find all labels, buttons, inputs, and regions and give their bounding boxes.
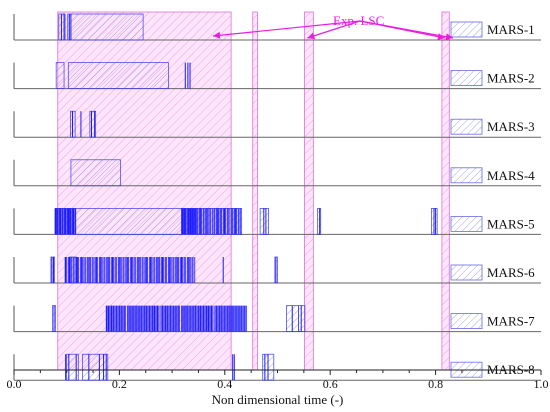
annotation-arrowhead	[307, 32, 316, 40]
event-block	[67, 62, 169, 89]
annotation-arrowhead	[445, 33, 453, 41]
legend-swatch	[450, 70, 483, 86]
legend-label: MARS-2	[487, 71, 535, 86]
annotation-arrow	[359, 20, 446, 39]
exp-lsc-label: Exp. LSC	[333, 13, 384, 28]
legend-swatch	[450, 313, 483, 330]
lsc-interval	[252, 11, 258, 371]
series-row: MARS-7	[13, 305, 541, 333]
legend-swatch	[450, 264, 483, 281]
legend-label: MARS-1	[487, 22, 535, 37]
series-row: MARS-6	[13, 256, 541, 284]
lsc-interval	[303, 11, 314, 371]
event-block	[67, 13, 144, 41]
x-tick-label: 0.8	[428, 377, 443, 391]
series-row: MARS-2	[13, 62, 541, 90]
legend-label: MARS-4	[487, 168, 535, 183]
x-tick-label: 0.6	[323, 377, 338, 391]
x-tick-label: 0.4	[217, 377, 232, 391]
lsc-interval	[441, 11, 450, 371]
annotation-arrow	[307, 20, 361, 39]
legend-label: MARS-7	[487, 314, 535, 329]
legend-label: MARS-5	[487, 216, 535, 231]
event-block	[58, 13, 66, 41]
annotation-arrow	[212, 20, 361, 37]
event-block	[50, 256, 55, 284]
x-axis: 0.0 0.2 0.4 0.6 0.8 1.0	[7, 369, 549, 391]
event-block	[66, 353, 79, 381]
legend-label: MARS-6	[487, 265, 535, 280]
x-axis-title: Non dimensional time (-)	[212, 392, 344, 407]
legend-label: MARS-3	[487, 119, 535, 134]
event-block	[54, 208, 186, 235]
series-row: MARS-4	[13, 159, 541, 187]
x-tick-label: 1.0	[534, 377, 549, 391]
series-row: MARS-3	[13, 110, 541, 138]
event-block	[70, 159, 121, 187]
annotation-arrowhead	[213, 31, 221, 39]
x-tick-label: 0.2	[112, 377, 127, 391]
event-block	[55, 62, 65, 89]
series-row: MARS-8	[13, 353, 541, 381]
legend-swatch	[450, 118, 483, 135]
legend-swatch	[450, 21, 483, 38]
series-rows: MARS-1 MARS-2 MARS-3 MARS-4 MARS-5 MARS-6 MARS…	[13, 13, 541, 381]
annotation-arrowhead	[437, 33, 445, 41]
event-block	[298, 305, 306, 332]
x-tick-label: 0.0	[7, 377, 22, 391]
exp-lsc-annotation: Exp. LSC	[212, 13, 454, 41]
legend-swatch	[450, 167, 483, 184]
series-row: MARS-5	[13, 208, 541, 235]
event-block	[259, 208, 269, 235]
event-block	[317, 208, 322, 235]
legend-swatch	[450, 215, 483, 232]
series-row: MARS-1	[13, 13, 541, 41]
event-block	[89, 110, 97, 138]
